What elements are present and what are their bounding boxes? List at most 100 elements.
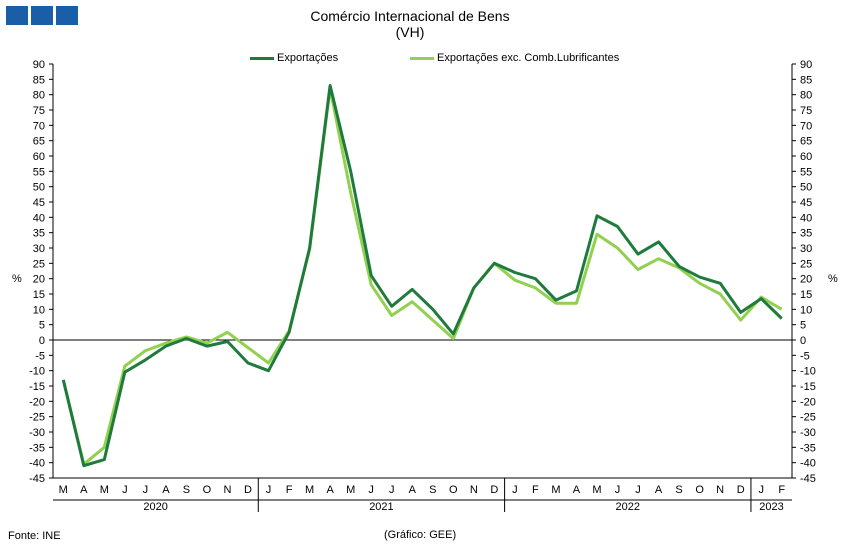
year-label: 2023 [759,501,783,513]
y-tick-label-left: 10 [33,304,45,316]
ine-logo-blocks-icon [6,6,78,25]
y-tick-label-right: -15 [800,381,816,393]
x-tick-label: S [183,484,190,496]
x-tick-label: A [655,484,663,496]
source-note: Fonte: INE [8,530,61,542]
series-line [61,87,783,466]
year-label: 2020 [143,501,167,513]
x-tick-label: N [716,484,724,496]
y-tick-label-right: 20 [800,274,812,286]
x-tick-label: J [615,484,621,496]
y-tick-label-right: 40 [800,212,812,224]
y-tick-label-left: 5 [39,320,45,332]
series-line [61,84,783,468]
y-tick-label-right: -5 [800,350,810,362]
y-tick-label-left: 50 [33,182,45,194]
x-tick-label: D [737,484,745,496]
x-tick-label: F [778,484,785,496]
y-tick-label-left: 75 [33,105,45,117]
legend-swatch-light-green [410,56,434,60]
x-tick-label: J [368,484,374,496]
y-tick-label-right: -45 [800,473,816,485]
x-tick-label: A [409,484,417,496]
y-tick-label-left: 0 [39,335,45,347]
legend-item-exportacoes: Exportações [250,52,338,64]
y-tick-label-left: 45 [33,197,45,209]
y-tick-label-left: 35 [33,228,45,240]
x-tick-label: M [59,484,68,496]
y-tick-label-right: -25 [800,412,816,424]
y-tick-label-right: 65 [800,136,812,148]
y-tick-label-left: -10 [29,366,45,378]
y-tick-label-right: 15 [800,289,812,301]
y-tick-label-left: -5 [35,350,45,362]
x-tick-label: D [490,484,498,496]
y-tick-label-left: 20 [33,274,45,286]
y-tick-label-right: 80 [800,90,812,102]
legend-item-exportacoes-exc-comb: Exportações exc. Comb.Lubrificantes [410,52,619,64]
x-tick-label: F [532,484,539,496]
x-tick-label: A [573,484,581,496]
y-axis-label-right: % [828,273,838,285]
year-label: 2022 [616,501,640,513]
x-tick-label: M [592,484,601,496]
y-tick-label-right: 55 [800,166,812,178]
y-tick-label-left: 55 [33,166,45,178]
x-tick-label: A [162,484,170,496]
x-tick-label: M [100,484,109,496]
y-tick-label-left: 15 [33,289,45,301]
y-tick-label-left: 85 [33,74,45,86]
x-tick-label: N [470,484,478,496]
y-tick-label-right: -10 [800,366,816,378]
y-tick-label-right: 45 [800,197,812,209]
y-tick-label-right: 5 [800,320,806,332]
y-tick-label-right: 90 [800,59,812,71]
x-tick-label: A [326,484,334,496]
y-tick-label-left: 40 [33,212,45,224]
x-tick-label: M [346,484,355,496]
y-tick-label-right: 70 [800,120,812,132]
x-tick-label: J [512,484,518,496]
y-tick-label-left: -30 [29,427,45,439]
legend-label: Exportações [277,52,339,64]
y-tick-label-left: 80 [33,90,45,102]
y-tick-label-right: 50 [800,182,812,194]
x-tick-label: J [635,484,641,496]
y-tick-label-right: 25 [800,258,812,270]
x-tick-label: J [122,484,128,496]
x-tick-label: J [143,484,149,496]
y-tick-label-right: -40 [800,458,816,470]
x-tick-label: J [389,484,395,496]
y-axis-label-left: % [12,273,22,285]
x-tick-label: S [675,484,682,496]
y-tick-label-left: -45 [29,473,45,485]
y-tick-label-left: 60 [33,151,45,163]
x-tick-label: O [203,484,212,496]
y-tick-label-right: 35 [800,228,812,240]
y-tick-label-right: 75 [800,105,812,117]
x-tick-label: O [695,484,704,496]
year-label: 2021 [369,501,393,513]
x-tick-label: M [551,484,560,496]
y-tick-label-left: 90 [33,59,45,71]
chart-subtitle: (VH) [395,24,425,40]
y-tick-label-right: 30 [800,243,812,255]
y-tick-label-left: 30 [33,243,45,255]
y-tick-label-right: 60 [800,151,812,163]
y-tick-label-right: 10 [800,304,812,316]
x-tick-label: O [449,484,458,496]
x-tick-label: F [286,484,293,496]
y-tick-label-left: -35 [29,442,45,454]
x-tick-label: J [758,484,764,496]
y-tick-label-right: 85 [800,74,812,86]
y-tick-label-left: -25 [29,412,45,424]
y-tick-label-left: 65 [33,136,45,148]
x-tick-label: J [266,484,272,496]
legend-label: Exportações exc. Comb.Lubrificantes [437,52,620,64]
legend-swatch-dark-green [250,56,274,60]
chart-title: Comércio Internacional de Bens [310,8,510,24]
y-tick-label-left: -40 [29,458,45,470]
x-tick-label: S [429,484,436,496]
x-tick-label: N [224,484,232,496]
